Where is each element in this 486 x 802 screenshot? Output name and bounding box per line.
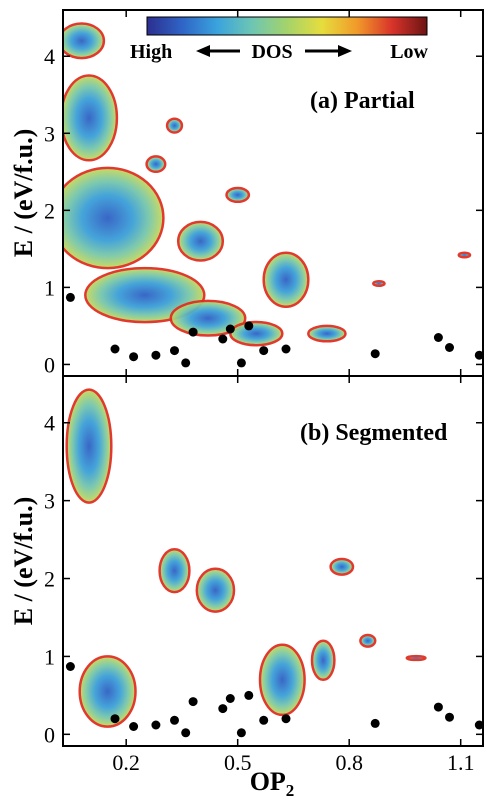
dos-region — [359, 633, 377, 648]
data-point — [218, 334, 228, 344]
dos-regions-segmented — [65, 388, 427, 728]
y-tick-label: 2 — [44, 198, 55, 223]
dos-region — [158, 548, 191, 594]
dos-region — [84, 266, 206, 324]
x-axis-label: OP2 — [250, 767, 295, 800]
dos-region — [78, 655, 137, 728]
colorbar-mid-label: DOS — [251, 41, 292, 63]
dos-region — [63, 166, 165, 270]
data-point — [370, 718, 380, 728]
data-point — [474, 350, 484, 360]
y-tick-label: 3 — [44, 489, 55, 514]
dos-region — [307, 324, 347, 343]
plot-frame — [62, 9, 484, 747]
y-tick-label: 2 — [44, 567, 55, 592]
y-tick-label: 3 — [44, 121, 55, 146]
y-tick-label: 4 — [44, 44, 55, 69]
data-point — [433, 333, 443, 342]
y-tick-label: 1 — [44, 275, 55, 300]
data-point — [281, 714, 291, 724]
y-tick-label: 4 — [44, 411, 55, 436]
data-point — [281, 344, 291, 354]
dos-regions-partial — [63, 22, 472, 347]
panel-a-title: (a) Partial — [310, 88, 415, 114]
data-point — [370, 349, 380, 359]
data-point — [259, 346, 269, 356]
colorbar: High DOS Low — [130, 16, 429, 63]
colorbar-scale — [146, 16, 428, 36]
data-point — [170, 346, 179, 356]
y-tick-label: 1 — [44, 644, 55, 669]
data-point — [110, 714, 120, 724]
dos-region — [225, 186, 251, 204]
colorbar-high-label: High — [130, 41, 172, 63]
dos-region — [165, 117, 184, 134]
data-point — [181, 728, 191, 738]
data-point — [218, 704, 228, 714]
colorbar-low-label: Low — [390, 41, 428, 63]
colorbar-right-arrowhead — [338, 45, 352, 57]
data-point — [244, 690, 254, 700]
data-point — [188, 697, 198, 707]
y-tick-label: 0 — [44, 722, 55, 747]
data-point — [236, 728, 246, 738]
colorbar-left-arrowhead — [196, 45, 210, 57]
chart-marks: 0 1 2 3 4 0 1 2 3 4 0.2 0.5 0.8 1.1 — [44, 10, 484, 775]
data-point — [433, 702, 443, 712]
dos-region — [229, 320, 284, 347]
data-point — [225, 324, 235, 334]
data-point — [259, 715, 269, 725]
dos-region — [372, 279, 386, 288]
data-point — [151, 720, 161, 730]
data-point — [445, 343, 454, 352]
dos-region — [258, 643, 306, 717]
data-point — [188, 327, 198, 337]
data-point — [170, 715, 179, 725]
data-point — [110, 344, 120, 354]
dos-region — [310, 639, 336, 682]
data-point — [65, 662, 75, 671]
dos-region — [262, 251, 310, 308]
y-tick-label: 0 — [44, 352, 55, 377]
data-point — [236, 358, 246, 368]
data-point — [129, 352, 139, 362]
dos-region — [145, 155, 167, 174]
dos-region — [195, 567, 236, 613]
x-tick-label: 0.5 — [224, 750, 252, 775]
dos-region — [63, 74, 119, 162]
data-point — [474, 720, 484, 730]
data-point — [445, 712, 454, 722]
x-axis-label-main: OP — [250, 767, 286, 796]
dos-region — [63, 22, 106, 60]
data-point — [225, 694, 235, 703]
x-tick-label: 0.2 — [112, 750, 140, 775]
dos-region — [176, 220, 225, 262]
data-point — [151, 350, 161, 360]
dos-region — [65, 388, 113, 504]
panel-b-title: (b) Segmented — [300, 420, 448, 446]
dos-region — [405, 654, 427, 662]
data-point — [181, 358, 191, 368]
panel-b-ylabel: E / (eV/f.u.) — [9, 497, 38, 626]
data-point — [244, 321, 254, 331]
x-tick-label: 0.8 — [335, 750, 363, 775]
dos-region — [457, 251, 472, 259]
x-axis-label-sub: 2 — [286, 781, 295, 800]
data-point — [129, 722, 139, 731]
panel-a-ylabel: E / (eV/f.u.) — [9, 129, 38, 258]
x-tick-label: 1.1 — [447, 750, 475, 775]
data-point — [65, 292, 75, 302]
dos-region — [329, 557, 355, 576]
